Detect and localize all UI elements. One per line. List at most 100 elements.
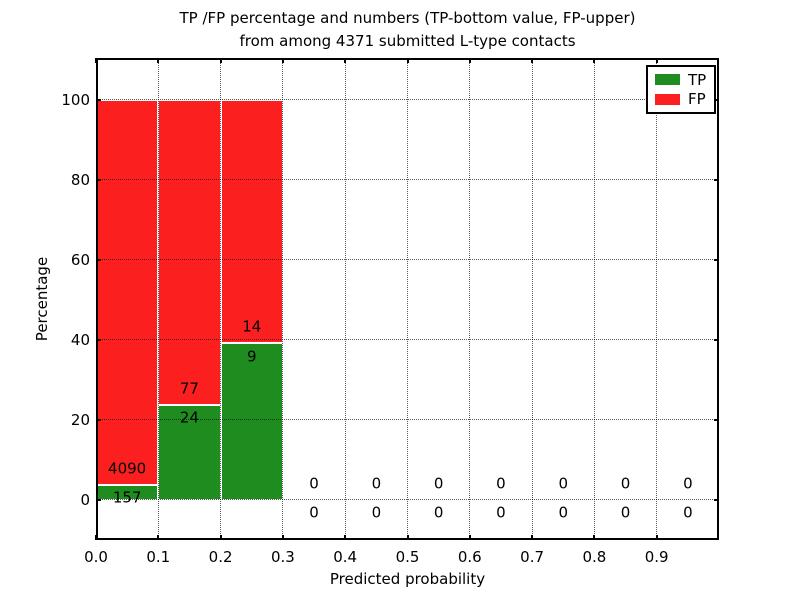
- x-tick-label-0.4: 0.4: [333, 548, 358, 566]
- x-tick-label-0.2: 0.2: [208, 548, 233, 566]
- x-tick-mark: [344, 535, 347, 540]
- x-tick-mark: [219, 535, 222, 540]
- fp-count-label-0.0-0.1: 4090: [108, 459, 147, 478]
- tp-count-label-0.6-0.7: 0: [496, 503, 506, 522]
- x-tick-mark: [219, 58, 222, 63]
- x-tick-mark: [406, 58, 409, 63]
- x-tick-mark: [593, 58, 596, 63]
- bar-fp-segment-0.0-0.1: [96, 100, 159, 486]
- x-tick-mark: [593, 535, 596, 540]
- fp-count-label-0.8-0.9: 0: [620, 474, 631, 493]
- gridline-y-60: [96, 259, 719, 260]
- tp-count-label-0.3-0.4: 0: [309, 503, 319, 522]
- x-tick-label-0.0: 0.0: [84, 548, 108, 566]
- x-tick-mark: [468, 535, 471, 540]
- fp-count-label-0.3-0.4: 0: [309, 474, 319, 493]
- plot-area: 4090 157 77 24 14 9 0 0 0 0 0 0 0 0 0 0 0 0 0 0: [95, 58, 719, 540]
- x-tick-mark: [655, 535, 658, 540]
- tp-count-label-0.2-0.3: 9: [246, 347, 257, 366]
- tp-count-label-0.8-0.9: 0: [620, 503, 631, 522]
- gridline-x-0.2: [220, 58, 222, 540]
- tp-count-label-0.4-0.5: 0: [371, 503, 382, 522]
- x-tick-mark: [95, 58, 97, 63]
- y-tick-mark: [714, 179, 719, 181]
- fp-count-label-0.5-0.6: 0: [433, 474, 444, 493]
- tp-count-label-0.0-0.1: 157: [112, 488, 142, 507]
- gridline-y-20: [96, 419, 719, 420]
- x-tick-label-0.8: 0.8: [582, 548, 607, 566]
- bar-fp-segment-0.1-0.2: [158, 100, 221, 405]
- bar-tp-segment-0.1-0.2: [158, 404, 221, 500]
- y-tick-mark: [714, 419, 719, 421]
- x-tick-mark: [655, 58, 658, 63]
- y-tick-label-80: 80: [70, 170, 90, 189]
- y-tick-label-60: 60: [70, 250, 90, 269]
- y-tick-mark: [96, 339, 101, 341]
- fp-color-swatch-icon: [655, 93, 680, 105]
- y-tick-mark: [96, 179, 101, 181]
- fp-count-label-0.6-0.7: 0: [496, 474, 506, 493]
- chart-title: TP /FP percentage and numbers (TP-bottom…: [96, 7, 719, 53]
- y-tick-mark: [714, 99, 719, 101]
- x-tick-label-0.7: 0.7: [520, 548, 545, 566]
- gridline-y-40: [96, 339, 719, 340]
- x-tick-mark: [157, 535, 160, 540]
- tp-color-swatch-icon: [655, 74, 680, 86]
- y-tick-mark: [96, 499, 101, 501]
- tp-count-label-0.5-0.6: 0: [433, 503, 444, 522]
- y-tick-label-0: 0: [80, 490, 90, 509]
- tp-count-label-0.9-1.0: 0: [683, 503, 693, 522]
- x-tick-mark: [281, 58, 284, 63]
- fp-count-label-0.2-0.3: 14: [242, 317, 262, 336]
- fp-count-label-0.4-0.5: 0: [371, 474, 382, 493]
- legend-item-fp: FP: [655, 91, 707, 107]
- gridline-y-0: [96, 499, 719, 500]
- x-tick-mark: [344, 58, 347, 63]
- y-tick-mark: [714, 339, 719, 341]
- fp-count-label-0.7-0.8: 0: [558, 474, 569, 493]
- legend: TP FP: [646, 65, 716, 114]
- chart-title-line2: from among 4371 submitted L-type contact…: [239, 32, 576, 50]
- y-tick-mark: [96, 419, 101, 421]
- gridline-x-0.9: [656, 58, 658, 540]
- gridline-x-0.8: [593, 58, 595, 540]
- x-tick-label-0.5: 0.5: [395, 548, 420, 566]
- x-tick-mark: [468, 58, 471, 63]
- x-tick-mark: [281, 535, 284, 540]
- gridline-x-0.5: [407, 58, 408, 540]
- bar-tp-segment-0.2-0.3: [220, 343, 283, 500]
- y-tick-mark: [96, 259, 101, 261]
- y-tick-mark: [96, 99, 101, 101]
- y-tick-label-40: 40: [70, 330, 90, 349]
- x-tick-label-0.3: 0.3: [270, 548, 295, 566]
- y-tick-label-100: 100: [61, 90, 90, 109]
- tp-count-label-0.7-0.8: 0: [558, 503, 569, 522]
- x-tick-mark: [406, 535, 409, 540]
- fp-count-label-0.9-1.0: 0: [683, 474, 693, 493]
- gridline-y-80: [96, 179, 719, 180]
- y-tick-label-20: 20: [70, 410, 90, 429]
- x-tick-mark: [157, 58, 160, 63]
- x-tick-mark: [531, 535, 534, 540]
- x-tick-mark: [531, 58, 534, 63]
- x-tick-mark: [95, 535, 97, 540]
- x-tick-label-0.1: 0.1: [146, 548, 171, 566]
- chart-title-line1: TP /FP percentage and numbers (TP-bottom…: [179, 9, 636, 27]
- x-tick-label-0.6: 0.6: [457, 548, 482, 566]
- bar-fp-segment-0.2-0.3: [220, 100, 283, 344]
- legend-label-tp: TP: [688, 70, 707, 89]
- x-axis-label: Predicted probability: [329, 570, 486, 588]
- legend-label-fp: FP: [688, 90, 706, 109]
- gridline-y-100: [96, 99, 719, 100]
- gridline-x-0.7: [531, 58, 533, 540]
- gridline-x-0.1: [157, 58, 159, 540]
- tp-count-label-0.1-0.2: 24: [179, 408, 199, 427]
- gridline-x-0.4: [344, 58, 346, 540]
- gridline-x-0.6: [469, 58, 471, 540]
- fp-count-label-0.1-0.2: 77: [179, 379, 199, 398]
- gridline-x-0.3: [282, 58, 284, 540]
- y-tick-mark: [714, 259, 719, 261]
- x-tick-label-0.9: 0.9: [644, 548, 669, 566]
- legend-item-tp: TP: [655, 72, 707, 88]
